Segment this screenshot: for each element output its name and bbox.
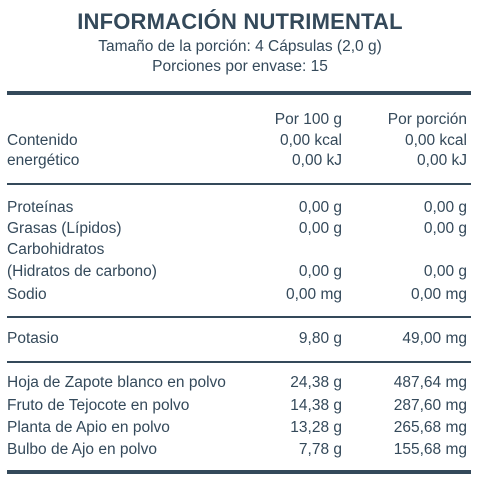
nutrient-label: Carbohidratos [7,241,105,258]
servings-per-container: Porciones por envase: 15 [152,58,328,75]
ingredient-per-serving: 265,68 mg [393,419,467,436]
ingredient-per-serving: 487,64 mg [393,374,467,391]
col-header-per-serving: Por porción [387,111,467,128]
ingredient-label: Planta de Apio en polvo [7,419,170,436]
nutrient-label: Sodio [7,286,47,303]
nutrient-per100: 0,00 g [298,220,342,237]
nutrient-per100: 0,00 g [298,199,342,216]
ingredient-label: Hoja de Zapote blanco en polvo [7,374,226,391]
nutrient-per-serving: 0,00 g [423,199,467,216]
ingredient-label: Fruto de Tejocote en polvo [7,397,190,414]
top-thick-divider [7,91,471,95]
energy-kcal-per100: 0,00 kcal [279,132,342,149]
bottom-thick-divider [7,470,471,474]
divider-after-potassium [7,361,471,363]
nutrient-per-serving: 0,00 g [423,263,467,280]
nutrient-label: (Hidratos de carbono) [7,263,157,280]
ingredient-per-serving: 287,60 mg [393,397,467,414]
col-header-per-100g: Por 100 g [274,111,342,128]
page-title: INFORMACIÓN NUTRIMENTAL [77,9,403,34]
potassium-label: Potasio [7,330,59,347]
energy-label-line2: energético [7,152,80,169]
divider-after-nutrients [7,316,471,318]
nutrient-per-serving: 0,00 g [423,220,467,237]
energy-kcal-per-serving: 0,00 kcal [404,132,467,149]
energy-kj-per100: 0,00 kJ [292,152,342,169]
nutrient-per-serving: 0,00 mg [410,286,467,303]
potassium-per-serving: 49,00 mg [402,330,467,347]
nutrient-label: Grasas (Lípidos) [7,220,122,237]
ingredient-per100: 24,38 g [290,374,342,391]
ingredient-per-serving: 155,68 mg [393,441,467,458]
energy-kj-per-serving: 0,00 kJ [417,152,467,169]
nutrient-per100: 0,00 g [298,263,342,280]
serving-size: Tamaño de la porción: 4 Cápsulas (2,0 g) [98,38,382,55]
energy-label-line1: Contenido [7,132,78,149]
potassium-per100: 9,80 g [298,330,342,347]
nutrient-label: Proteínas [7,199,74,216]
divider-after-energy [7,183,471,185]
ingredient-per100: 13,28 g [290,419,342,436]
nutrient-per100: 0,00 mg [285,286,342,303]
ingredient-per100: 7,78 g [298,441,342,458]
ingredient-label: Bulbo de Ajo en polvo [7,441,157,458]
ingredient-per100: 14,38 g [290,397,342,414]
